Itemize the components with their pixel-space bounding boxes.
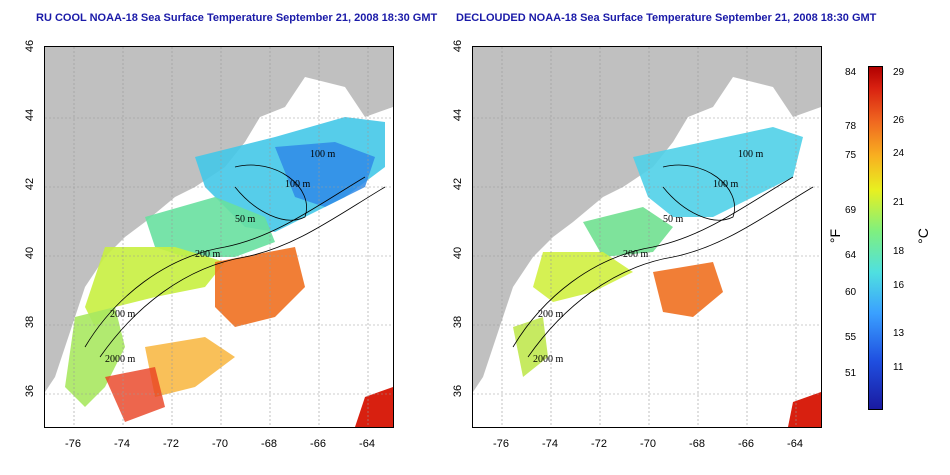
x-tick: -70	[212, 438, 228, 450]
y-tick: 36	[452, 384, 464, 398]
y-tick: 42	[24, 177, 36, 191]
y-tick: 46	[452, 39, 464, 53]
x-tick: -66	[310, 438, 326, 450]
y-tick: 44	[24, 108, 36, 122]
x-tick: -68	[689, 438, 705, 450]
y-tick: 38	[452, 315, 464, 329]
fahrenheit-unit: °F	[827, 228, 844, 244]
contour-label: 200 m	[623, 249, 649, 260]
fahrenheit-label: 55	[845, 332, 857, 343]
contour-label: 2000 m	[105, 354, 136, 365]
y-tick: 38	[24, 315, 36, 329]
left-sst-map: 100 m 100 m 50 m 200 m 200 m 2000 m	[44, 46, 394, 428]
fahrenheit-label: 78	[845, 121, 857, 132]
celsius-label: 16	[893, 280, 905, 291]
fahrenheit-label: 75	[845, 150, 857, 161]
celsius-label: 24	[893, 148, 905, 159]
contour-label: 100 m	[713, 179, 739, 190]
celsius-label: 29	[893, 67, 905, 78]
contour-label: 200 m	[538, 309, 564, 320]
fahrenheit-label: 60	[845, 287, 857, 298]
x-tick: -68	[261, 438, 277, 450]
fahrenheit-label: 51	[845, 368, 857, 379]
celsius-label: 21	[893, 197, 905, 208]
y-tick: 42	[452, 177, 464, 191]
x-tick: -76	[65, 438, 81, 450]
right-sst-map: 100 m 100 m 50 m 200 m 200 m 2000 m	[472, 46, 822, 428]
x-tick: -70	[640, 438, 656, 450]
celsius-label: 18	[893, 246, 905, 257]
x-tick: -74	[114, 438, 130, 450]
temperature-colorbar	[868, 66, 883, 410]
x-tick: -64	[359, 438, 375, 450]
x-tick: -76	[493, 438, 509, 450]
contour-label: 100 m	[285, 179, 311, 190]
contour-label: 2000 m	[533, 354, 564, 365]
celsius-label: 26	[893, 115, 905, 126]
contour-label: 100 m	[310, 149, 336, 160]
x-tick: -74	[542, 438, 558, 450]
x-tick: -66	[738, 438, 754, 450]
celsius-unit: °C	[914, 228, 931, 244]
right-map-title: DECLOUDED NOAA-18 Sea Surface Temperatur…	[456, 12, 877, 24]
celsius-label: 11	[893, 362, 904, 373]
celsius-label: 13	[893, 328, 905, 339]
y-tick: 46	[24, 39, 36, 53]
x-tick: -64	[787, 438, 803, 450]
fahrenheit-label: 84	[845, 67, 857, 78]
contour-label: 200 m	[195, 249, 221, 260]
fahrenheit-label: 64	[845, 250, 857, 261]
y-tick: 40	[452, 246, 464, 260]
y-tick: 40	[24, 246, 36, 260]
y-tick: 44	[452, 108, 464, 122]
contour-label: 50 m	[663, 214, 684, 225]
x-tick: -72	[591, 438, 607, 450]
contour-label: 50 m	[235, 214, 256, 225]
x-tick: -72	[163, 438, 179, 450]
contour-label: 100 m	[738, 149, 764, 160]
fahrenheit-label: 69	[845, 205, 857, 216]
left-map-title: RU COOL NOAA-18 Sea Surface Temperature …	[36, 12, 438, 24]
contour-label: 200 m	[110, 309, 136, 320]
y-tick: 36	[24, 384, 36, 398]
